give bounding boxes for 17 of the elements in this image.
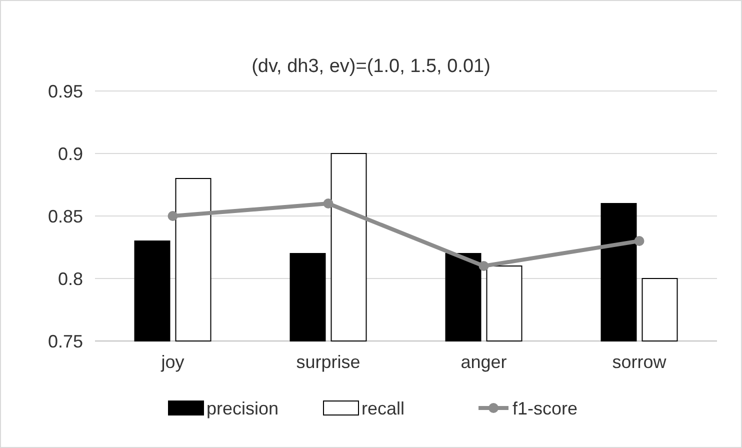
y-tick-label: 0.95 (48, 81, 83, 102)
legend-label: recall (362, 398, 405, 418)
y-tick-label: 0.8 (58, 268, 83, 289)
y-tick-label: 0.9 (58, 144, 83, 164)
legend-label: f1-score (512, 398, 578, 418)
point (323, 198, 334, 208)
point (634, 236, 644, 246)
y-tick-label: 0.85 (48, 206, 83, 226)
x-tick-label: surprise (296, 352, 360, 372)
chart-title: (dv, dh3, ev)=(1.0, 1.5, 0.01) (252, 56, 490, 77)
y-tick-label: 0.75 (48, 331, 83, 352)
point (478, 261, 489, 271)
x-tick-label: joy (160, 352, 184, 372)
x-tick-label: anger (460, 352, 507, 372)
point (168, 211, 178, 221)
x-tick-label: sorrow (612, 352, 668, 372)
legend-label: precision (206, 398, 279, 418)
